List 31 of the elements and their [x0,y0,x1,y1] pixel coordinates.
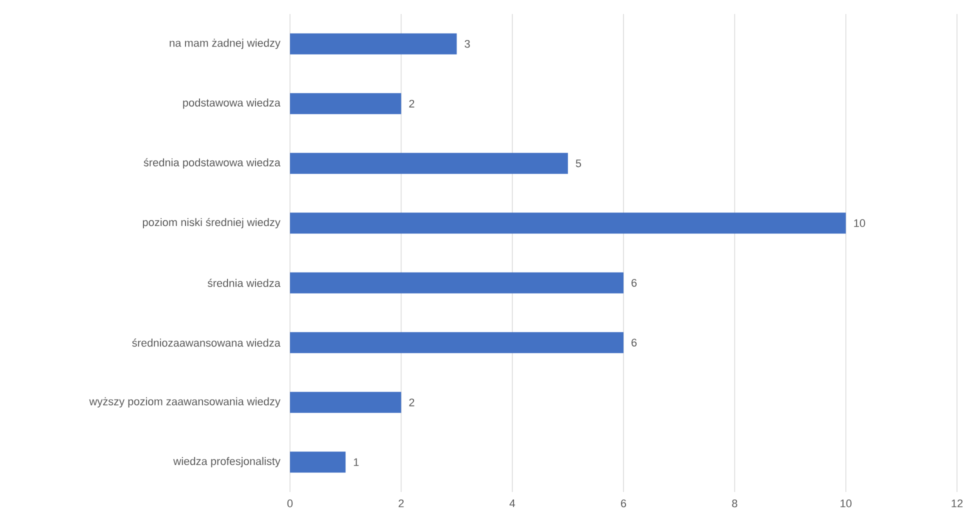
data-label: 10 [854,219,866,228]
bar [290,93,402,114]
x-tick-label: 10 [840,500,852,508]
x-tick-label: 4 [510,500,516,508]
y-tick-label: średnia podstawowa wiedza [144,158,280,169]
y-tick-label: na mam żadnej wiedzy [170,38,280,49]
bar [290,392,402,413]
bar [290,33,457,54]
y-tick-label: podstawowa wiedza [183,98,280,109]
data-label: 1 [354,458,359,466]
y-tick-label: wyższy poziom zaawansowania wiedzy [89,397,280,408]
y-tick-label: wiedza profesjonalisty [173,457,280,468]
x-tick-label: 8 [732,500,738,508]
data-label: 2 [409,398,414,406]
y-tick-label: średnia wiedza [208,278,280,287]
data-label: 2 [409,100,414,108]
bar [290,152,568,174]
y-tick-label: średniozaawansowana wiedza [132,338,280,347]
x-tick-label: 6 [621,500,626,508]
x-tick-label: 12 [952,500,963,508]
data-label: 6 [632,338,637,347]
bar [290,332,624,354]
bar [290,272,624,294]
data-label: 5 [576,160,582,168]
x-tick-label: 2 [398,500,404,508]
y-tick-label: poziom niski średniej wiedzy [142,218,280,228]
data-label: 6 [632,279,637,287]
data-label: 3 [464,40,470,48]
x-tick-label: 0 [287,500,293,508]
bar [290,212,846,234]
bar [290,452,346,473]
